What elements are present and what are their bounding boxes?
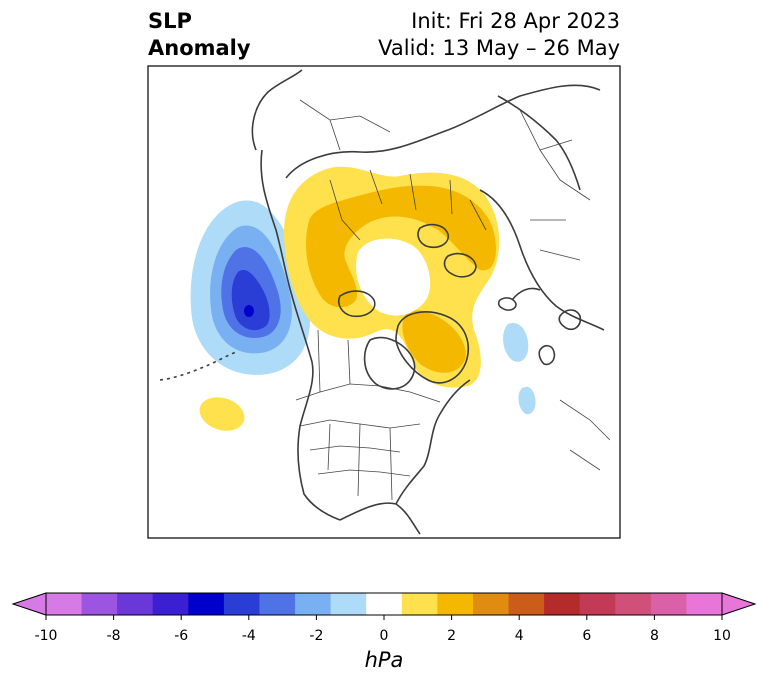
valid-range: Valid: 13 May – 26 May (378, 36, 620, 60)
colorbar-bin (46, 593, 83, 615)
colorbar-tick-label: 8 (650, 628, 659, 644)
colorbar-tick-label: 6 (582, 628, 591, 644)
map-frame (147, 65, 621, 539)
negative-anomaly-small (518, 386, 536, 415)
colorbar-tick-label: 4 (515, 628, 524, 644)
negative-anomaly-atlantic (503, 322, 529, 362)
positive-anomaly-arctic (284, 166, 500, 388)
colorbar-bin (437, 593, 474, 615)
colorbar-bin (152, 593, 189, 615)
colorbar-bin (544, 593, 581, 615)
colorbar-tick-label: -6 (174, 628, 188, 644)
positive-anomaly-pacific (199, 397, 245, 431)
map-content (148, 66, 620, 538)
colorbar-unit: hPa (365, 648, 404, 672)
colorbar-tick-label: 2 (447, 628, 456, 644)
coastlines (159, 69, 605, 535)
colorbar-bin (615, 593, 652, 615)
colorbar-bin (508, 593, 545, 615)
forecast-dates: Init: Fri 28 Apr 2023 Valid: 13 May – 26… (378, 8, 620, 62)
colorbar-bin (401, 593, 438, 615)
colorbar-under-arrow (11, 592, 47, 616)
colorbar-bin (686, 593, 723, 615)
colorbar-tick-label: -8 (107, 628, 121, 644)
political-borders (295, 99, 611, 501)
colorbar-bin (579, 593, 616, 615)
colorbar-ticks: -10 -8 -6 -4 -2 0 2 4 6 8 10 (35, 615, 731, 644)
colorbar-bin (650, 593, 687, 615)
title-line-1: SLP (148, 9, 192, 33)
colorbar-bin (366, 593, 403, 615)
colorbar-bin (188, 593, 225, 615)
colorbar-tick-label: 0 (380, 628, 389, 644)
colorbar-tick-label: -4 (242, 628, 256, 644)
colorbar-bin (295, 593, 332, 615)
colorbar-bin (472, 593, 510, 615)
colorbar-tick-label: -10 (35, 628, 58, 644)
colorbar-tick-label: 10 (713, 628, 731, 644)
colorbar-bin (81, 593, 118, 615)
colorbar-bin (223, 593, 260, 615)
init-date: Init: Fri 28 Apr 2023 (411, 9, 620, 33)
colorbar-bin (259, 593, 296, 615)
colorbar-tick-label: -2 (309, 628, 323, 644)
map-title: SLP Anomaly (148, 8, 251, 62)
colorbar-over-arrow (721, 592, 757, 616)
title-line-2: Anomaly (148, 36, 251, 60)
colorbar-bin (330, 593, 367, 615)
colorbar-bin (117, 593, 154, 615)
colorbar-bins (46, 593, 723, 615)
